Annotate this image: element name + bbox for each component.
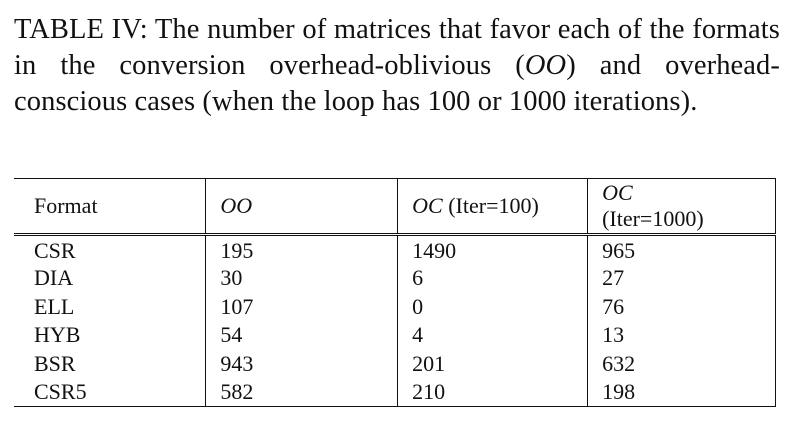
header-oc-100-abbrev: OC — [412, 193, 443, 218]
header-format: Format — [14, 178, 206, 236]
cell-format: BSR — [34, 350, 76, 376]
table-row: DIA 30 6 27 — [14, 264, 776, 293]
table-caption: TABLE IV: The number of matrices that fa… — [14, 12, 780, 120]
cell-oc1000: 198 — [587, 378, 776, 407]
cell-oc1000: 632 — [587, 349, 776, 378]
cell-oo: 195 — [205, 234, 398, 264]
header-oc-100: OC (Iter=100) — [397, 178, 588, 236]
table-row: CSR5 582 210 198 — [14, 378, 776, 407]
cell-oc1000: 27 — [587, 264, 776, 293]
header-row: Format OO OC (Iter=100) OC (Iter=1000) — [14, 178, 776, 236]
cell-oc100: 210 — [397, 378, 588, 407]
cell-oo: 30 — [205, 264, 398, 293]
cell-oo: 54 — [205, 321, 398, 350]
cell-oc1000: 13 — [587, 321, 776, 350]
cell-format: CSR — [34, 238, 76, 263]
caption-text-part2: ) and overhead-conscious cases (when the… — [14, 50, 780, 117]
cell-oo: 943 — [205, 349, 398, 378]
table-row: BSR 943 201 632 — [14, 349, 776, 378]
cell-format: CSR5 — [14, 378, 206, 407]
header-oc-1000: OC (Iter=1000) — [587, 178, 776, 236]
cell-oo: 107 — [205, 292, 398, 321]
cell-format: HYB — [34, 322, 81, 348]
caption-oo-abbrev: OO — [524, 50, 567, 81]
cell-oo: 582 — [205, 378, 398, 407]
table-label: TABLE IV: — [14, 14, 148, 45]
header-oc-100-suffix: (Iter=100) — [448, 193, 539, 218]
results-table: Format OO OC (Iter=100) OC (Iter=1000) CS… — [14, 178, 776, 407]
cell-format: DIA — [34, 265, 74, 291]
caption-text-part1: The number of matrices that favor each o… — [14, 14, 780, 81]
table-row: CSR 195 1490 965 — [14, 234, 776, 264]
cell-oc100: 4 — [397, 321, 588, 350]
cell-oc1000: 965 — [587, 234, 776, 264]
header-oc-1000-suffix: (Iter=1000) — [602, 206, 704, 231]
table-body: CSR 195 1490 965 DIA 30 6 27 ELL 107 0 7… — [14, 234, 776, 407]
cell-oc1000: 76 — [587, 292, 776, 321]
cell-oc100: 201 — [397, 349, 588, 378]
header-oo: OO — [205, 178, 398, 236]
cell-oc100: 6 — [397, 264, 588, 293]
cell-oc100: 0 — [397, 292, 588, 321]
cell-oc100: 1490 — [397, 234, 588, 264]
header-oc-1000-abbrev: OC — [602, 180, 633, 205]
table-row: ELL 107 0 76 — [14, 292, 776, 321]
table-row: HYB 54 4 13 — [14, 321, 776, 350]
cell-format: ELL — [34, 293, 75, 319]
